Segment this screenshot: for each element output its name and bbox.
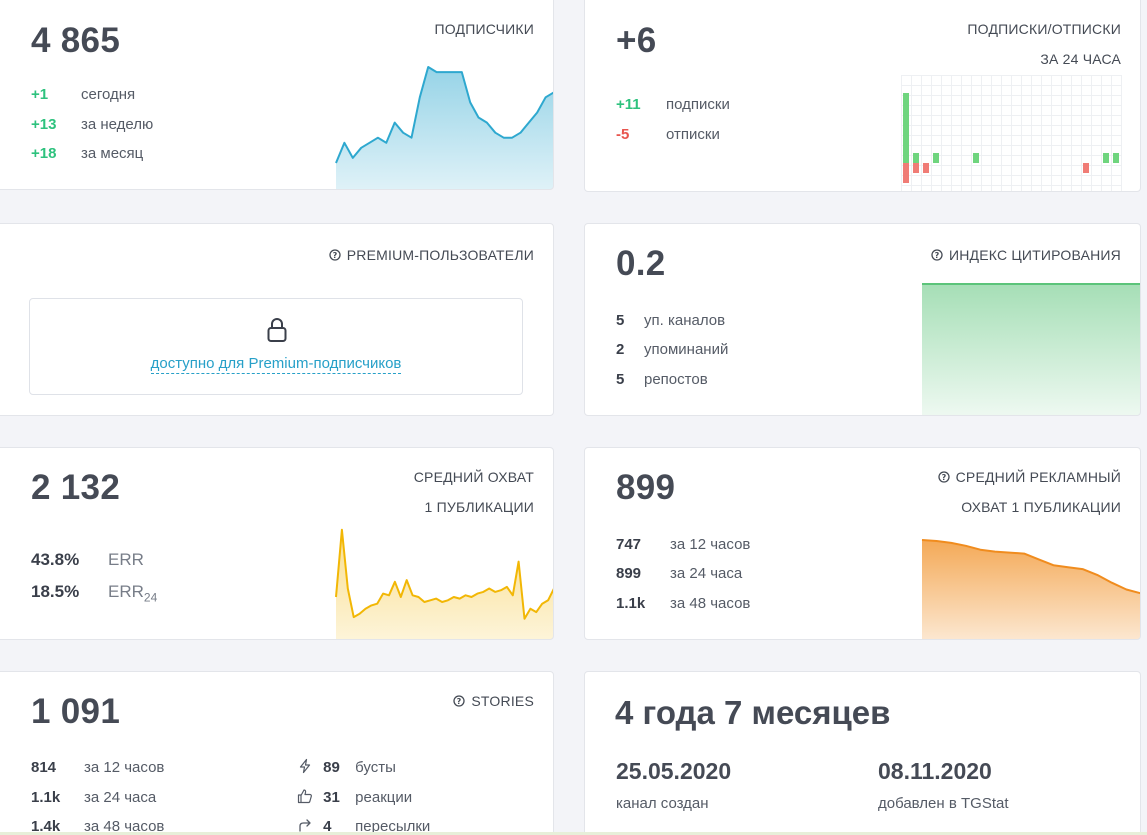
- added-label: добавлен в TGStat: [878, 795, 1009, 812]
- citation-chart[interactable]: [921, 282, 1141, 416]
- subscribe-bar: [1113, 153, 1119, 163]
- question-circle-icon[interactable]: ?: [931, 249, 943, 261]
- premium-link[interactable]: доступно для Premium-подписчиков: [150, 355, 402, 374]
- unsubscribe-bar: [903, 163, 909, 183]
- svg-text:?: ?: [941, 473, 946, 482]
- subscribers-card: 4 865 ПОДПИСЧИКИ +1 сегодня +13 за неделю …: [0, 0, 554, 190]
- thumbs-up-icon: [297, 789, 312, 804]
- svg-text:?: ?: [332, 251, 337, 260]
- subscribe-bar: [913, 153, 919, 163]
- chart-line: [335, 528, 553, 620]
- subscribe-bar: [1103, 153, 1109, 163]
- premium-title: ? PREMIUM-ПОЛЬЗОВАТЕЛИ: [329, 243, 534, 267]
- stat-row: 1.4k за 48 часов: [31, 818, 165, 835]
- chart-area: [336, 67, 553, 189]
- question-circle-icon[interactable]: ?: [453, 695, 466, 707]
- bottom-divider: [0, 832, 1147, 835]
- stat-row: +11 подписки: [616, 96, 730, 113]
- subscribe-bar: [903, 93, 909, 163]
- created-label: канал создан: [616, 795, 709, 812]
- stat-row: +18 за месяц: [31, 145, 144, 162]
- subscribe-bar: [973, 153, 979, 163]
- citation-card: 0.2 ? ИНДЕКС ЦИТИРОВАНИЯ 5 уп. каналов 2 уп…: [584, 223, 1141, 416]
- stat-row: +13 за неделю: [31, 116, 154, 133]
- svg-text:?: ?: [935, 251, 940, 260]
- err24-row: 18.5% ERR24: [31, 582, 158, 605]
- question-circle-icon[interactable]: ?: [937, 471, 950, 483]
- stories-card: 1 091 ? STORIES 814 за 12 часов 1.1k за 24 …: [0, 671, 554, 835]
- subs-unsubs-total: +6: [616, 21, 657, 60]
- subscribers-total: 4 865: [31, 21, 121, 60]
- stat-row: 89 бусты: [297, 758, 396, 778]
- chart-area: [922, 284, 1140, 415]
- svg-text:?: ?: [457, 697, 462, 706]
- created-date: 25.05.2020: [616, 758, 732, 784]
- stat-row: 899 за 24 часа: [616, 565, 743, 582]
- citation-total: 0.2: [616, 244, 666, 283]
- question-circle-icon[interactable]: ?: [329, 249, 341, 261]
- chart-area: [922, 540, 1140, 639]
- stat-row: 2 упоминаний: [616, 341, 729, 358]
- stat-row: 814 за 12 часов: [31, 759, 165, 776]
- ad-reach-total: 899: [616, 468, 676, 507]
- subscribers-chart[interactable]: [335, 61, 554, 190]
- stat-row: 5 репостов: [616, 371, 708, 388]
- channel-age-card: 4 года 7 месяцев 25.05.2020 канал создан…: [584, 671, 1141, 835]
- ad-reach-card: 899 ? СРЕДНИЙ РЕКЛАМНЫЙ ОХВАТ 1 ПУБЛИКАЦИ…: [584, 447, 1141, 640]
- unsubscribe-bar: [913, 163, 919, 173]
- stat-row: -5 отписки: [616, 126, 720, 143]
- reach-card: 2 132 СРЕДНИЙ ОХВАТ 1 ПУБЛИКАЦИИ 43.8% ER…: [0, 447, 554, 640]
- stat-row: 5 уп. каналов: [616, 312, 726, 329]
- stories-total: 1 091: [31, 692, 121, 731]
- subs-unsubs-chart[interactable]: [901, 75, 1141, 192]
- citation-title: ? ИНДЕКС ЦИТИРОВАНИЯ: [931, 243, 1121, 267]
- lock-icon: [267, 318, 287, 342]
- chart-area: [336, 529, 553, 639]
- subs-unsubs-card: +6 ПОДПИСКИ/ОТПИСКИ ЗА 24 ЧАСА +11 подпис…: [584, 0, 1141, 192]
- chart-line: [921, 539, 1140, 595]
- unsubscribe-bar: [1083, 163, 1089, 173]
- stat-row: 747 за 12 часов: [616, 536, 751, 553]
- chart-line: [335, 66, 553, 164]
- subscribe-bar: [933, 153, 939, 163]
- share-arrow-icon: [299, 819, 311, 832]
- premium-lock-box: доступно для Premium-подписчиков: [29, 298, 523, 395]
- reach-title: СРЕДНИЙ ОХВАТ 1 ПУБЛИКАЦИИ: [413, 469, 534, 515]
- added-date: 08.11.2020: [878, 758, 992, 784]
- premium-card: ? PREMIUM-ПОЛЬЗОВАТЕЛИ доступно для Premi…: [0, 223, 554, 416]
- ad-reach-title: ? СРЕДНИЙ РЕКЛАМНЫЙ ОХВАТ 1 ПУБЛИКАЦИИ: [937, 465, 1121, 519]
- stat-row: 1.1k за 48 часов: [616, 595, 751, 612]
- subs-unsubs-title: ПОДПИСКИ/ОТПИСКИ ЗА 24 ЧАСА: [967, 21, 1121, 67]
- reach-chart[interactable]: [335, 524, 554, 640]
- ad-reach-chart[interactable]: [921, 534, 1141, 640]
- lightning-icon: [299, 758, 311, 774]
- stat-row: +1 сегодня: [31, 86, 136, 103]
- unsubscribe-bar: [923, 163, 929, 173]
- reach-total: 2 132: [31, 468, 121, 507]
- stories-title: ? STORIES: [453, 689, 534, 713]
- stat-row: 31 реакции: [297, 788, 412, 808]
- err-row: 43.8% ERR: [31, 550, 144, 569]
- channel-age: 4 года 7 месяцев: [615, 694, 891, 731]
- stat-row: 1.1k за 24 часа: [31, 789, 157, 806]
- stat-row: 4 пересылки: [297, 817, 430, 835]
- subscribers-title: ПОДПИСЧИКИ: [434, 21, 534, 37]
